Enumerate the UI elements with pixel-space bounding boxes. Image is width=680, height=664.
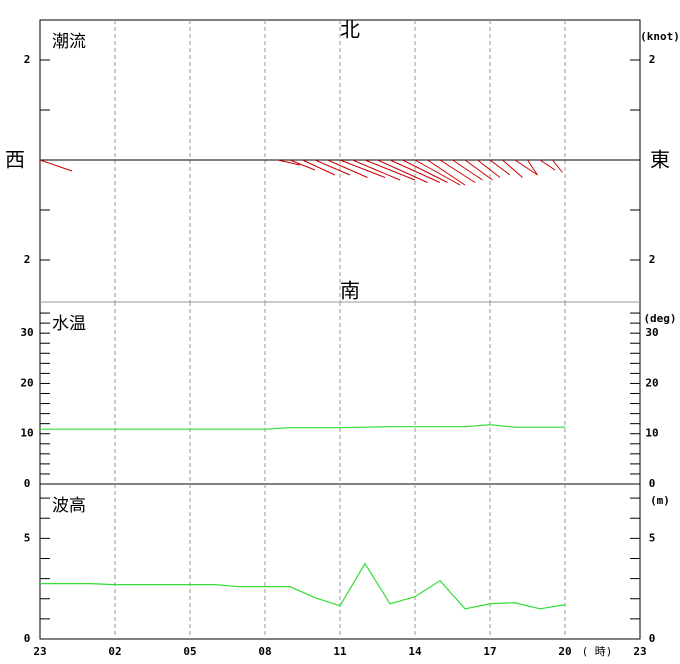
x-tick-label: 23 bbox=[33, 645, 46, 658]
current-vector bbox=[527, 159, 538, 176]
x-tick-label: 17 bbox=[483, 645, 496, 658]
y-tick-label: 2 bbox=[24, 53, 31, 66]
current-vector bbox=[339, 159, 386, 178]
y-tick-label: 2 bbox=[24, 253, 31, 266]
current-vector bbox=[314, 159, 351, 176]
current-vector bbox=[514, 159, 538, 176]
x-tick-label: 11 bbox=[333, 645, 347, 658]
current-vector bbox=[477, 159, 501, 178]
current-vector bbox=[389, 159, 441, 183]
x-axis-label: ( 時) bbox=[582, 645, 613, 658]
current-vector bbox=[427, 159, 466, 186]
panel-title: 潮流 bbox=[52, 32, 86, 52]
current-vector bbox=[39, 159, 73, 172]
unit-label: (deg) bbox=[643, 312, 676, 325]
y-tick-label: 0 bbox=[24, 477, 31, 490]
panel-title: 波高 bbox=[52, 496, 86, 516]
compass-west: 西 bbox=[5, 148, 25, 172]
x-tick-label: 23 bbox=[633, 645, 646, 658]
y2-tick-label: 10 bbox=[645, 427, 658, 440]
x-tick-label: 14 bbox=[408, 645, 422, 658]
current-vector bbox=[552, 159, 563, 173]
current-vector bbox=[439, 159, 476, 183]
x-tick-label: 08 bbox=[258, 645, 271, 658]
x-tick-label: 02 bbox=[108, 645, 121, 658]
unit-label: (m) bbox=[650, 494, 670, 507]
current-vector bbox=[489, 159, 511, 176]
y2-tick-label: 20 bbox=[645, 376, 658, 389]
current-vector bbox=[414, 159, 461, 186]
y2-tick-label: 2 bbox=[649, 253, 656, 266]
compass-north: 北 bbox=[340, 18, 360, 42]
current-vector bbox=[377, 159, 428, 183]
compass-south: 南 bbox=[340, 279, 360, 303]
current-vector bbox=[502, 159, 523, 178]
current-vector bbox=[364, 159, 416, 181]
y-tick-label: 30 bbox=[20, 326, 33, 339]
y2-tick-label: 2 bbox=[649, 53, 656, 66]
current-vector bbox=[539, 159, 556, 171]
y2-tick-label: 5 bbox=[649, 531, 656, 544]
current-vector bbox=[452, 159, 483, 181]
y-tick-label: 20 bbox=[20, 376, 33, 389]
y2-tick-label: 0 bbox=[649, 477, 656, 490]
current-vector bbox=[289, 159, 316, 171]
data-line bbox=[40, 562, 566, 610]
y-tick-label: 5 bbox=[24, 531, 31, 544]
y2-tick-label: 30 bbox=[645, 326, 658, 339]
current-vector bbox=[402, 159, 448, 183]
x-tick-label: 20 bbox=[558, 645, 571, 658]
compass-east: 東 bbox=[650, 148, 670, 172]
current-vector bbox=[352, 159, 401, 181]
current-vector bbox=[327, 159, 368, 178]
current-vector bbox=[277, 159, 301, 166]
panel-title: 水温 bbox=[52, 314, 86, 334]
data-line bbox=[40, 424, 565, 430]
current-vector bbox=[302, 159, 336, 176]
x-tick-label: 05 bbox=[183, 645, 196, 658]
y2-tick-label: 0 bbox=[649, 632, 656, 645]
y-tick-label: 10 bbox=[20, 427, 33, 440]
y-tick-label: 0 bbox=[24, 632, 31, 645]
unit-label: (knot) bbox=[640, 30, 680, 43]
current-vector bbox=[464, 159, 493, 181]
